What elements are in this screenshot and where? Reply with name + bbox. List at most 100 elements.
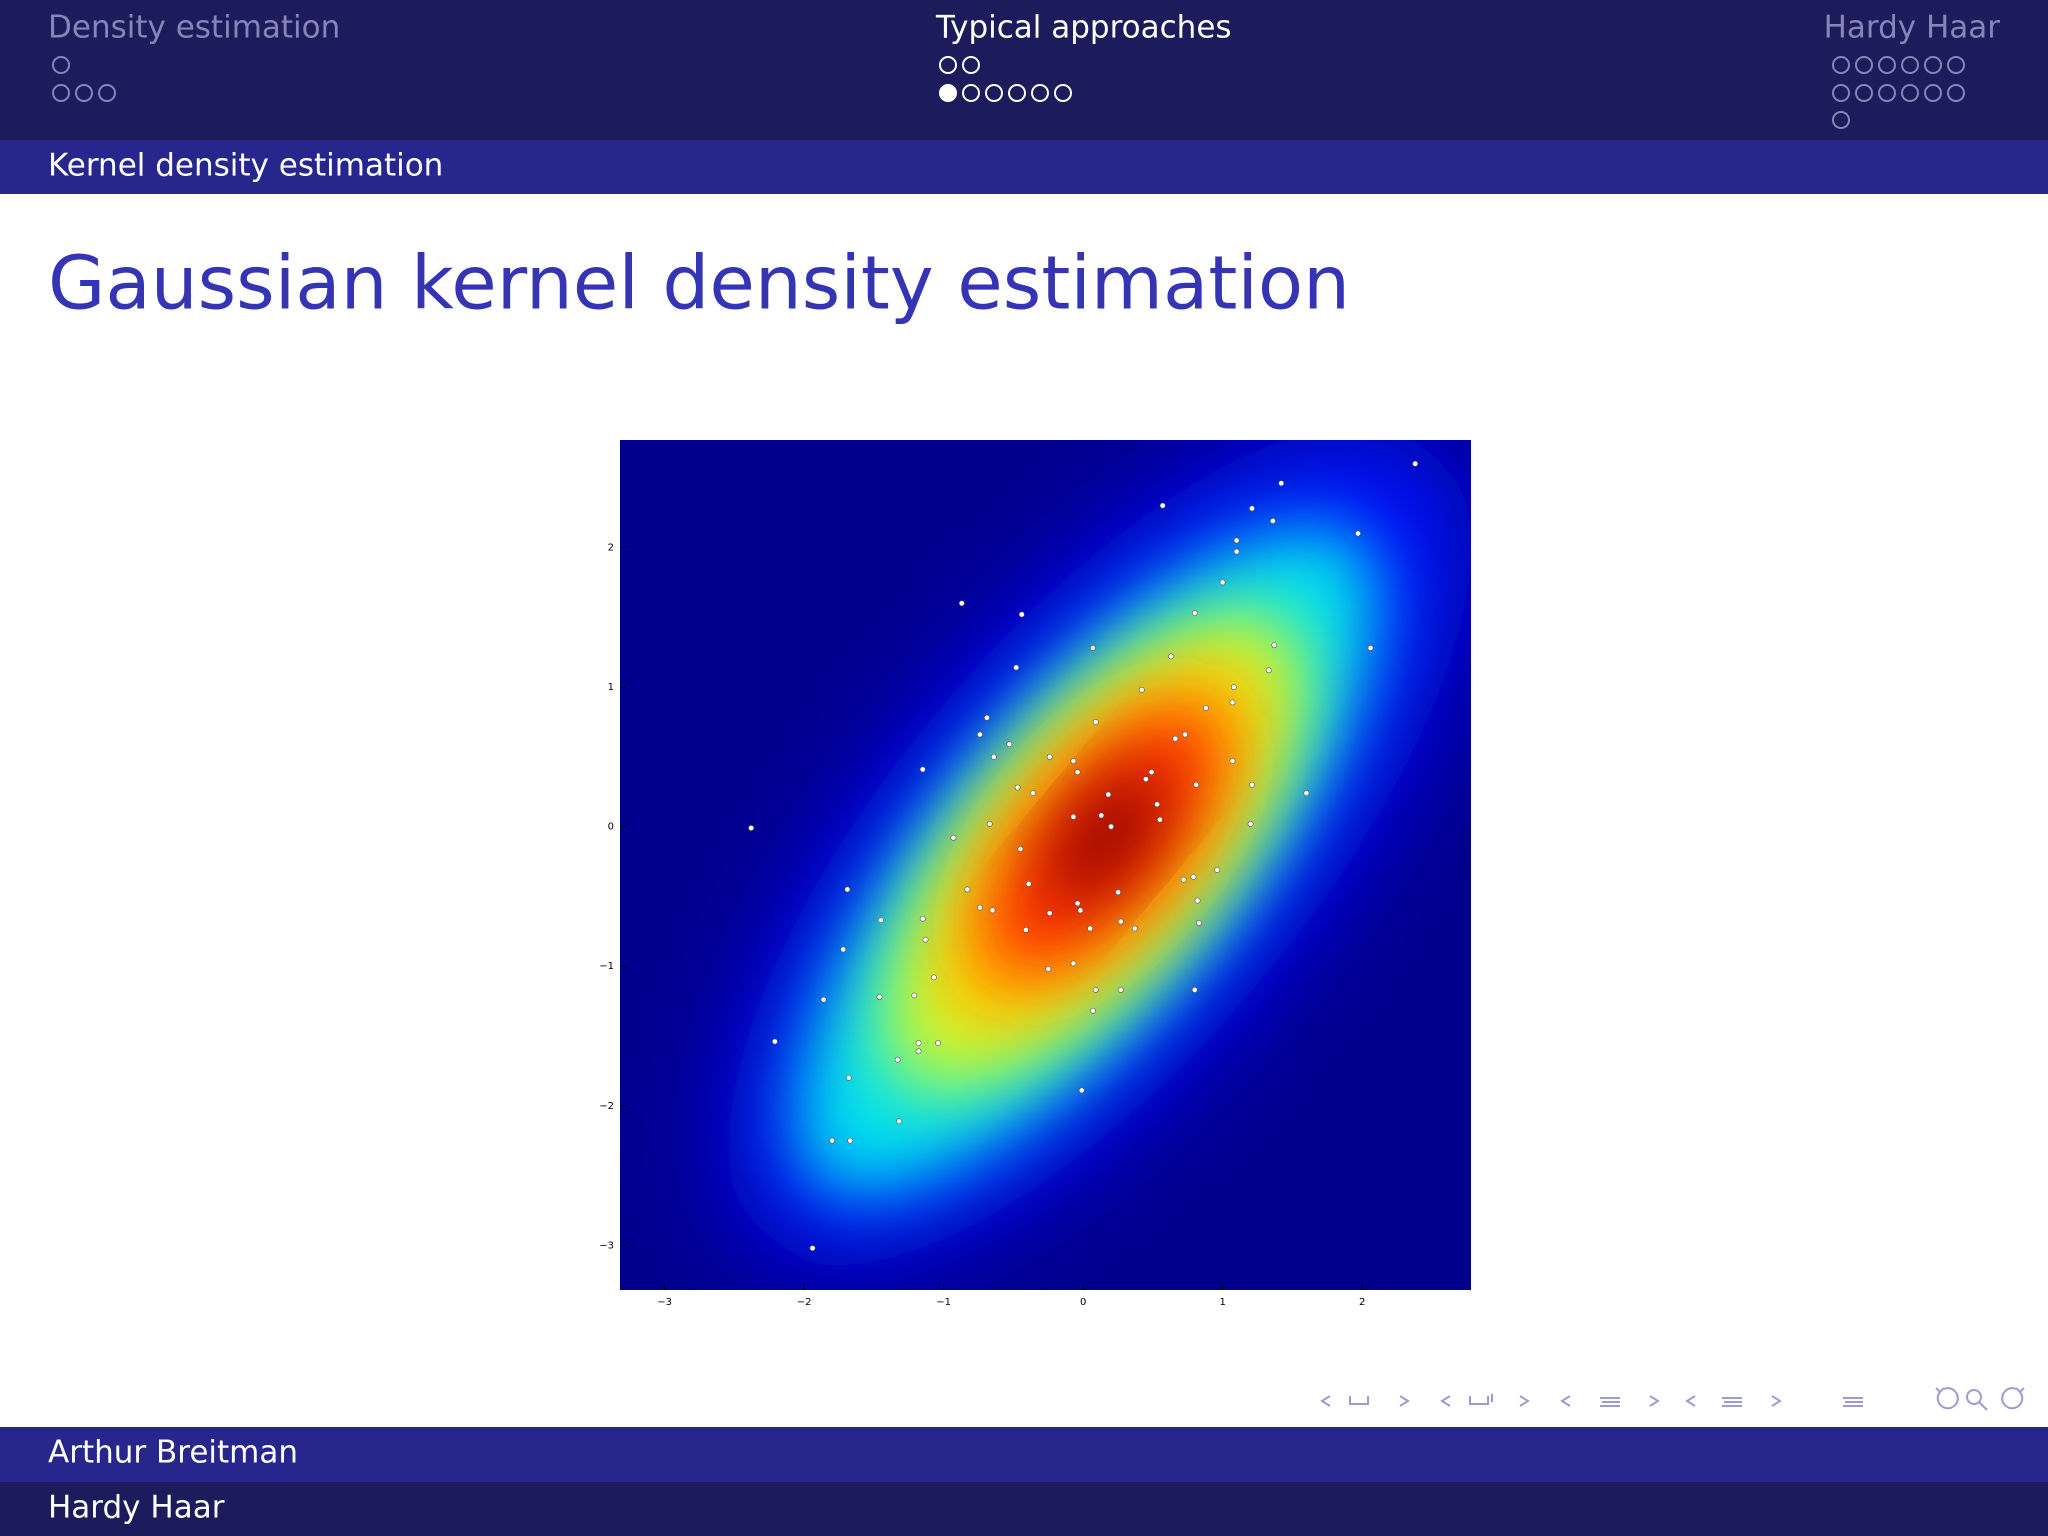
data-point	[1098, 812, 1105, 819]
nav-back[interactable]	[1935, 1387, 1959, 1410]
data-point	[1180, 876, 1187, 883]
data-point	[844, 886, 851, 893]
data-point	[986, 820, 993, 827]
data-point	[950, 834, 957, 841]
data-point	[977, 731, 983, 738]
nav-dot	[1832, 56, 1850, 74]
navigation-symbols[interactable]	[1320, 1387, 2025, 1411]
data-point	[877, 917, 884, 924]
data-point	[1203, 705, 1209, 711]
data-point	[1249, 505, 1255, 512]
nav-appendix[interactable]	[1843, 1397, 1863, 1407]
data-point	[915, 1040, 922, 1046]
data-point	[1006, 741, 1013, 748]
data-point	[1070, 813, 1077, 820]
data-point	[771, 1038, 778, 1045]
data-point	[820, 996, 827, 1003]
footer-institute: Hardy Haar	[48, 1490, 225, 1526]
y-tick-label: 1	[608, 682, 614, 693]
data-point	[1194, 897, 1201, 904]
nav-dot	[939, 84, 957, 102]
data-point	[1087, 925, 1094, 932]
data-point	[1108, 823, 1114, 830]
data-point	[990, 753, 997, 760]
nav-dot	[1901, 56, 1919, 74]
nav-dot	[52, 56, 70, 74]
data-point	[964, 886, 971, 893]
data-point	[1117, 918, 1124, 925]
data-point	[1148, 769, 1155, 776]
data-point	[876, 993, 883, 1000]
data-point	[894, 1056, 901, 1063]
nav-dot	[1031, 84, 1049, 102]
data-point	[958, 600, 965, 607]
data-point	[1412, 460, 1419, 467]
data-point	[1105, 791, 1112, 798]
data-point	[1156, 816, 1163, 823]
data-point	[1070, 758, 1077, 764]
data-point	[1138, 686, 1145, 693]
nav-dot	[985, 84, 1003, 102]
data-point	[1196, 920, 1202, 926]
data-point	[1092, 987, 1099, 993]
data-point	[1014, 784, 1021, 791]
data-point	[919, 766, 926, 773]
nav-dot	[1947, 84, 1965, 102]
data-point	[1229, 758, 1236, 764]
data-point	[1355, 530, 1361, 537]
nav-dot	[939, 56, 957, 74]
x-tick-label: 1	[1219, 1297, 1225, 1308]
data-point	[847, 1137, 854, 1144]
data-point	[1168, 653, 1174, 660]
data-point	[1092, 719, 1099, 725]
nav-dot	[962, 84, 980, 102]
nav-forward[interactable]	[2001, 1387, 2025, 1410]
data-point	[1303, 790, 1310, 797]
nav-section[interactable]	[1560, 1395, 1660, 1407]
data-point	[1271, 642, 1278, 649]
data-point	[1219, 579, 1226, 586]
data-point	[1046, 910, 1053, 917]
data-point	[1154, 801, 1161, 808]
footer-author-bar	[0, 1427, 2048, 1482]
data-point	[1030, 790, 1036, 797]
data-point	[1090, 645, 1096, 651]
data-point	[911, 992, 918, 999]
data-point	[1074, 769, 1081, 776]
points	[748, 460, 1419, 1252]
section-link[interactable]: Typical approaches	[935, 10, 1232, 46]
data-point	[1046, 753, 1053, 760]
y-tick-label: −2	[599, 1101, 614, 1112]
x-tick-label: −1	[936, 1297, 951, 1308]
data-point	[1159, 502, 1166, 509]
data-point	[1182, 731, 1188, 738]
nav-dot	[1855, 84, 1873, 102]
subsection-title: Kernel density estimation	[48, 148, 443, 184]
nav-subsection[interactable]	[1440, 1394, 1530, 1407]
data-point	[1070, 960, 1077, 967]
density-level	[1047, 771, 1166, 904]
data-point	[1214, 866, 1220, 873]
data-point	[915, 1048, 922, 1055]
data-point	[809, 1245, 816, 1252]
nav-dot	[1878, 56, 1896, 74]
nav-dot	[962, 56, 980, 74]
data-point	[1269, 518, 1276, 524]
data-point	[1249, 781, 1255, 788]
nav-dot	[98, 84, 116, 102]
nav-search[interactable]	[1966, 1389, 1982, 1405]
nav-dot	[1008, 84, 1026, 102]
data-point	[1278, 480, 1285, 487]
footer-author: Arthur Breitman	[48, 1435, 298, 1471]
data-point	[1191, 610, 1198, 616]
nav-presentation[interactable]	[1685, 1395, 1782, 1407]
nav-dot	[1855, 56, 1873, 74]
section-link[interactable]: Hardy Haar	[1824, 10, 2001, 46]
subsection-bar	[0, 140, 2048, 194]
nav-dot	[1832, 111, 1850, 129]
nav-frame[interactable]	[1320, 1395, 1410, 1407]
section-link[interactable]: Density estimation	[48, 10, 340, 46]
y-tick-label: −1	[599, 961, 614, 972]
